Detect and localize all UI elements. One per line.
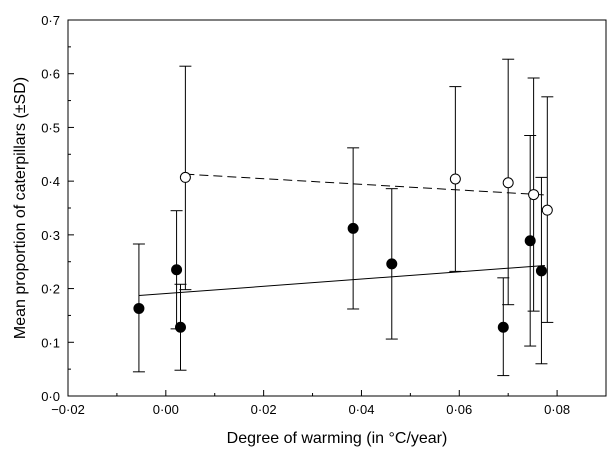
data-point-open (179, 171, 191, 183)
y-tick-label: 0·4 (41, 174, 60, 189)
x-tick-label: 0·00 (153, 402, 179, 417)
plot-frame (67, 19, 607, 397)
y-tick-label: 0·1 (41, 335, 60, 350)
data-point-filled (535, 265, 547, 277)
data-point-open (528, 189, 540, 201)
data-point-filled (524, 235, 536, 247)
fit-lines (138, 173, 549, 297)
y-tick-label: 0·7 (41, 13, 60, 28)
fit-line-dashed (185, 173, 549, 196)
data-point-open (541, 204, 553, 216)
y-axis-title: Mean proportion of caterpillars (±SD) (12, 77, 29, 339)
y-axis: 0·0 0·1 0·2 0·3 0·4 0·5 0·6 0·7 (41, 13, 74, 404)
x-tick-label: 0·04 (348, 402, 374, 417)
data-point-open (502, 177, 514, 189)
data-point-filled (497, 321, 509, 333)
data-point-filled (347, 222, 359, 234)
y-tick-label: 0·2 (41, 282, 60, 297)
y-tick-label: 0·6 (41, 67, 60, 82)
y-tick-label: 0·5 (41, 120, 60, 135)
data-point-filled (133, 302, 145, 314)
y-tick-label: 0·0 (41, 389, 60, 404)
fit-line-solid (138, 264, 545, 297)
data-point-filled (174, 321, 186, 333)
x-axis-title: Degree of warming (in °C/year) (227, 430, 448, 447)
x-tick-label: 0·02 (251, 402, 277, 417)
y-tick-label: 0·3 (41, 228, 60, 243)
x-tick-label: −0·02 (51, 402, 85, 417)
x-tick-label: 0·08 (544, 402, 570, 417)
x-axis: −0·02 0·00 0·02 0·04 0·06 0·08 (51, 390, 570, 417)
data-point-filled (171, 264, 183, 276)
data-point-open (449, 173, 461, 185)
data-points (133, 171, 553, 333)
error-bars (132, 58, 554, 377)
x-tick-label: 0·06 (446, 402, 472, 417)
data-point-filled (386, 258, 398, 270)
